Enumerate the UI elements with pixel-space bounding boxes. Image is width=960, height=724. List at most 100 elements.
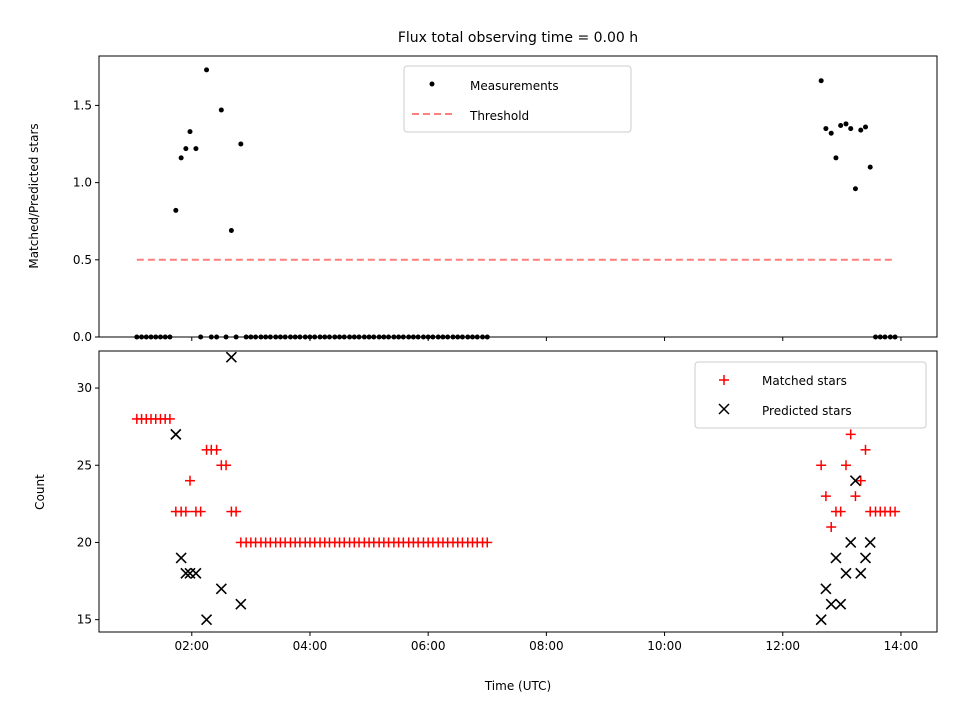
bottom-x-tick-label: 10:00 <box>647 639 682 653</box>
matched-star-point <box>221 460 232 471</box>
measurement-point <box>248 334 254 340</box>
measurement-point <box>469 334 475 340</box>
measurement-point <box>818 78 824 84</box>
measurement-point <box>153 334 159 340</box>
predicted-star-point <box>840 567 852 579</box>
predicted-star-point <box>200 614 213 626</box>
measurement-point <box>480 334 486 340</box>
chart-title: Flux total observing time = 0.00 h <box>398 30 638 46</box>
measurement-point <box>292 334 298 340</box>
matched-star-point <box>185 475 196 486</box>
measurement-point <box>465 334 471 340</box>
top-y-tick-label: 0.5 <box>73 253 92 267</box>
measurement-point <box>173 207 179 213</box>
bottom-legend-frame <box>694 361 927 429</box>
measurement-point <box>326 334 332 340</box>
measurement-point <box>381 334 387 340</box>
measurement-point <box>187 129 193 135</box>
measurement-point <box>858 127 864 133</box>
matched-star-point <box>840 460 851 471</box>
matched-star-point <box>835 506 846 517</box>
bottom-y-tick-label: 15 <box>77 613 92 627</box>
top-legend-frame <box>403 65 632 133</box>
measurement-point <box>361 334 367 340</box>
measurement-point <box>852 186 858 192</box>
measurement-point <box>233 334 239 340</box>
measurement-point <box>356 334 362 340</box>
measurement-point <box>415 334 421 340</box>
top-y-tick-label: 1.5 <box>73 98 92 112</box>
measurement-point <box>351 334 357 340</box>
predicted-star-point <box>825 598 837 610</box>
matched-star-point <box>845 429 856 440</box>
measurement-point <box>406 334 412 340</box>
measurement-point <box>134 334 140 340</box>
measurement-point <box>178 155 184 161</box>
legend-threshold-label: Threshold <box>469 109 529 123</box>
measurement-point <box>167 334 173 340</box>
bottom-x-tick-label: 08:00 <box>529 639 564 653</box>
measurement-point <box>833 155 839 161</box>
measurement-point <box>823 126 829 132</box>
measurement-point <box>862 124 868 130</box>
predicted-star-point <box>864 536 876 549</box>
bottom-y-axis-label: Count <box>33 474 47 510</box>
predicted-star-point <box>815 614 827 626</box>
matched-star-point <box>816 460 827 471</box>
predicted-star-point <box>190 567 202 579</box>
bottom-axes-frame <box>98 350 938 633</box>
matched-star-point <box>180 506 191 517</box>
top-y-tick-label: 0.0 <box>73 330 92 344</box>
matched-star-point <box>826 522 837 533</box>
top-y-axis-label: Matched/Predicted stars <box>27 123 41 268</box>
predicted-star-point <box>845 536 857 549</box>
measurement-point <box>183 146 189 152</box>
measurement-point <box>867 164 873 170</box>
legend-matched-marker <box>719 375 729 385</box>
measurement-point <box>287 334 293 340</box>
bottom-x-tick-label: 02:00 <box>174 639 209 653</box>
measurement-point <box>204 67 210 73</box>
bottom-y-tick-label: 30 <box>77 381 92 395</box>
predicted-star-point <box>820 583 832 595</box>
measurement-point <box>243 334 249 340</box>
measurement-point <box>148 334 154 340</box>
measurement-point <box>337 334 343 340</box>
measurement-point <box>208 334 214 340</box>
predicted-star-point <box>225 351 237 363</box>
measurement-point <box>258 334 264 340</box>
measurement-point <box>848 126 854 132</box>
measurement-point <box>312 334 318 340</box>
measurement-point <box>371 334 377 340</box>
measurement-point <box>332 334 338 340</box>
measurement-point <box>843 121 849 127</box>
matched-star-point <box>211 444 222 455</box>
measurement-point <box>193 146 199 152</box>
matched-star-point <box>890 506 901 517</box>
predicted-star-point <box>175 552 187 564</box>
measurement-point <box>277 334 283 340</box>
measurement-point <box>238 141 244 147</box>
predicted-star-point <box>859 552 872 564</box>
predicted-star-point <box>180 567 192 579</box>
measurement-point <box>157 334 163 340</box>
measurement-point <box>386 334 392 340</box>
bottom-legend: Matched stars Predicted stars <box>694 361 927 429</box>
legend-matched-label: Matched stars <box>762 374 847 388</box>
bottom-y-tick-label: 25 <box>77 458 92 472</box>
top-axes-frame <box>98 55 938 338</box>
measurement-point <box>450 334 456 340</box>
bottom-x-tick-label: 14:00 <box>884 639 919 653</box>
measurement-point <box>297 334 303 340</box>
measurement-point <box>273 334 279 340</box>
measurement-point <box>455 334 461 340</box>
bottom-y-tick-label: 20 <box>77 535 92 549</box>
matched-star-point <box>860 444 871 455</box>
measurement-point <box>218 107 224 113</box>
measurement-point <box>440 334 446 340</box>
measurement-point <box>435 334 441 340</box>
measurement-point <box>341 334 347 340</box>
measurement-point <box>376 334 382 340</box>
